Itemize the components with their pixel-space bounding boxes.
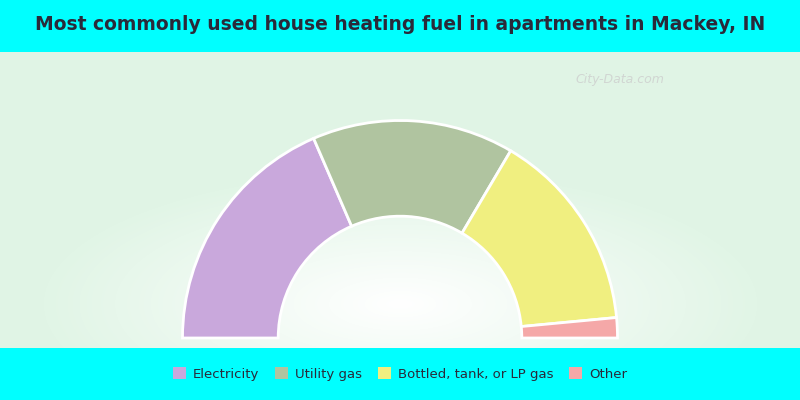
- Text: Most commonly used house heating fuel in apartments in Mackey, IN: Most commonly used house heating fuel in…: [35, 16, 765, 34]
- Text: City-Data.com: City-Data.com: [575, 74, 665, 86]
- Legend: Electricity, Utility gas, Bottled, tank, or LP gas, Other: Electricity, Utility gas, Bottled, tank,…: [168, 362, 632, 386]
- Wedge shape: [522, 318, 618, 338]
- Bar: [0, 348, 800, 400]
- Wedge shape: [314, 120, 510, 233]
- Bar: [0, 0, 800, 52]
- Wedge shape: [182, 138, 352, 338]
- Wedge shape: [462, 151, 617, 326]
